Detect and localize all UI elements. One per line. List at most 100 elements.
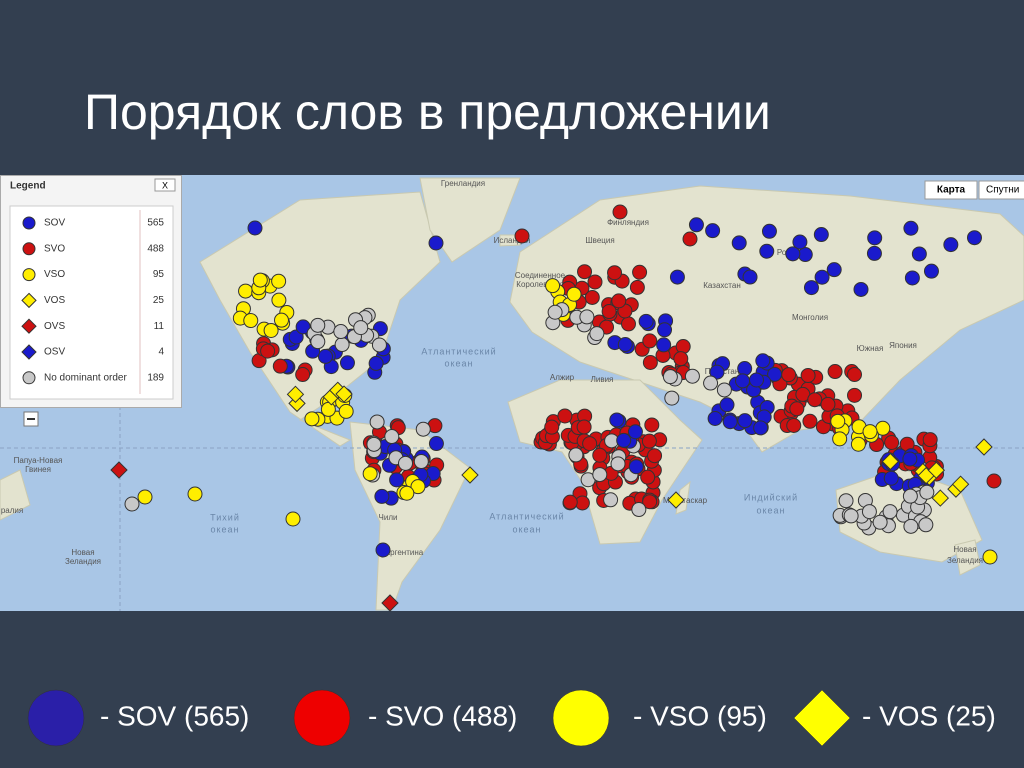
map-label: океан [512,524,541,534]
map-label: Казахстан [703,281,741,290]
map-label: Новая [953,545,976,554]
language-point [334,337,350,353]
language-point [883,470,899,486]
language-point [579,309,595,325]
language-point [862,424,878,440]
map: ГренландияИсландияШвецияФинляндияРоссияК… [0,175,1024,612]
language-point [705,223,721,239]
language-point [884,435,900,451]
language-point [545,278,561,294]
language-point [673,351,689,367]
language-point [827,364,843,380]
language-point [589,326,605,342]
language-point [310,334,326,350]
language-point [951,475,970,493]
satellite-button[interactable] [978,180,1024,200]
language-point [607,265,623,281]
language-point [582,436,598,452]
key-icon [793,689,851,747]
map-label: Швеция [585,236,614,245]
language-point [611,293,627,309]
map-label: Соединенное [515,271,566,280]
language-point [861,504,877,520]
map-label: Зеландия [947,556,983,565]
language-point [320,401,336,417]
legend-icon [22,242,36,256]
language-point [850,436,866,452]
map-label: Индийский [744,492,798,502]
legend-icon [21,318,37,334]
language-point [374,488,390,504]
language-point [353,320,369,336]
map-label: ралия [1,506,23,515]
language-point [943,237,959,253]
key-label: - SVO (488) [368,700,517,731]
language-point [986,473,1002,489]
legend-count: 4 [158,347,164,358]
language-point [362,466,378,482]
legend-icon [21,292,37,309]
satellite-button-label[interactable]: Спутни [986,185,1019,196]
language-point [371,337,387,353]
language-point [413,453,429,469]
language-point [853,281,869,297]
language-point [644,417,660,433]
language-point [682,231,698,247]
map-label: Мадагаскар [663,496,708,505]
language-point [843,508,859,524]
language-point [389,472,405,488]
legend-count: 95 [153,269,165,280]
language-point [923,263,939,279]
legend-count: 25 [153,295,165,306]
language-point [640,469,656,485]
language-point [428,436,444,452]
language-point [826,262,842,278]
language-point [982,549,998,565]
language-point [709,364,725,380]
language-point [797,247,813,263]
language-point [187,486,203,502]
map-label: Исландия [494,236,531,245]
legend-panel: Legend X SOV 565 SVO 488 VSO 95 VOS 25 OVS 11 OSV 4… [0,175,182,408]
legend-title: Legend [10,181,46,192]
map-label: Новая [71,548,94,557]
legend-label: OVS [44,321,65,332]
map-label: океан [444,358,473,368]
language-point [662,369,678,385]
language-point [902,451,918,467]
language-point [576,419,592,435]
legend-close[interactable] [154,178,176,192]
legend-count: 488 [147,243,164,254]
language-point [975,438,993,456]
language-point [592,467,608,483]
legend-label: SVO [44,243,65,254]
language-point [813,227,829,243]
map-label: океан [210,524,239,534]
language-point [310,317,326,333]
language-point [866,245,882,261]
language-point [742,269,758,285]
language-point [335,385,353,403]
language-point [461,466,479,484]
key-label: - VOS (25) [862,700,996,731]
language-point [631,502,647,518]
language-point [410,479,426,495]
map-button-label[interactable]: Карта [937,185,966,196]
map-button[interactable] [924,180,978,200]
language-point [735,373,751,389]
legend-icon [22,371,36,385]
language-point [803,280,819,296]
language-point [514,228,530,244]
language-point [642,494,658,510]
language-point [609,412,625,428]
legend-icon [22,216,36,230]
language-point [628,459,644,475]
language-point [375,542,391,558]
language-point [716,382,732,398]
language-point [767,366,783,382]
legend-icon [21,344,37,360]
legend-close-label[interactable]: X [162,180,168,190]
language-point [612,204,628,220]
language-point [601,304,617,320]
